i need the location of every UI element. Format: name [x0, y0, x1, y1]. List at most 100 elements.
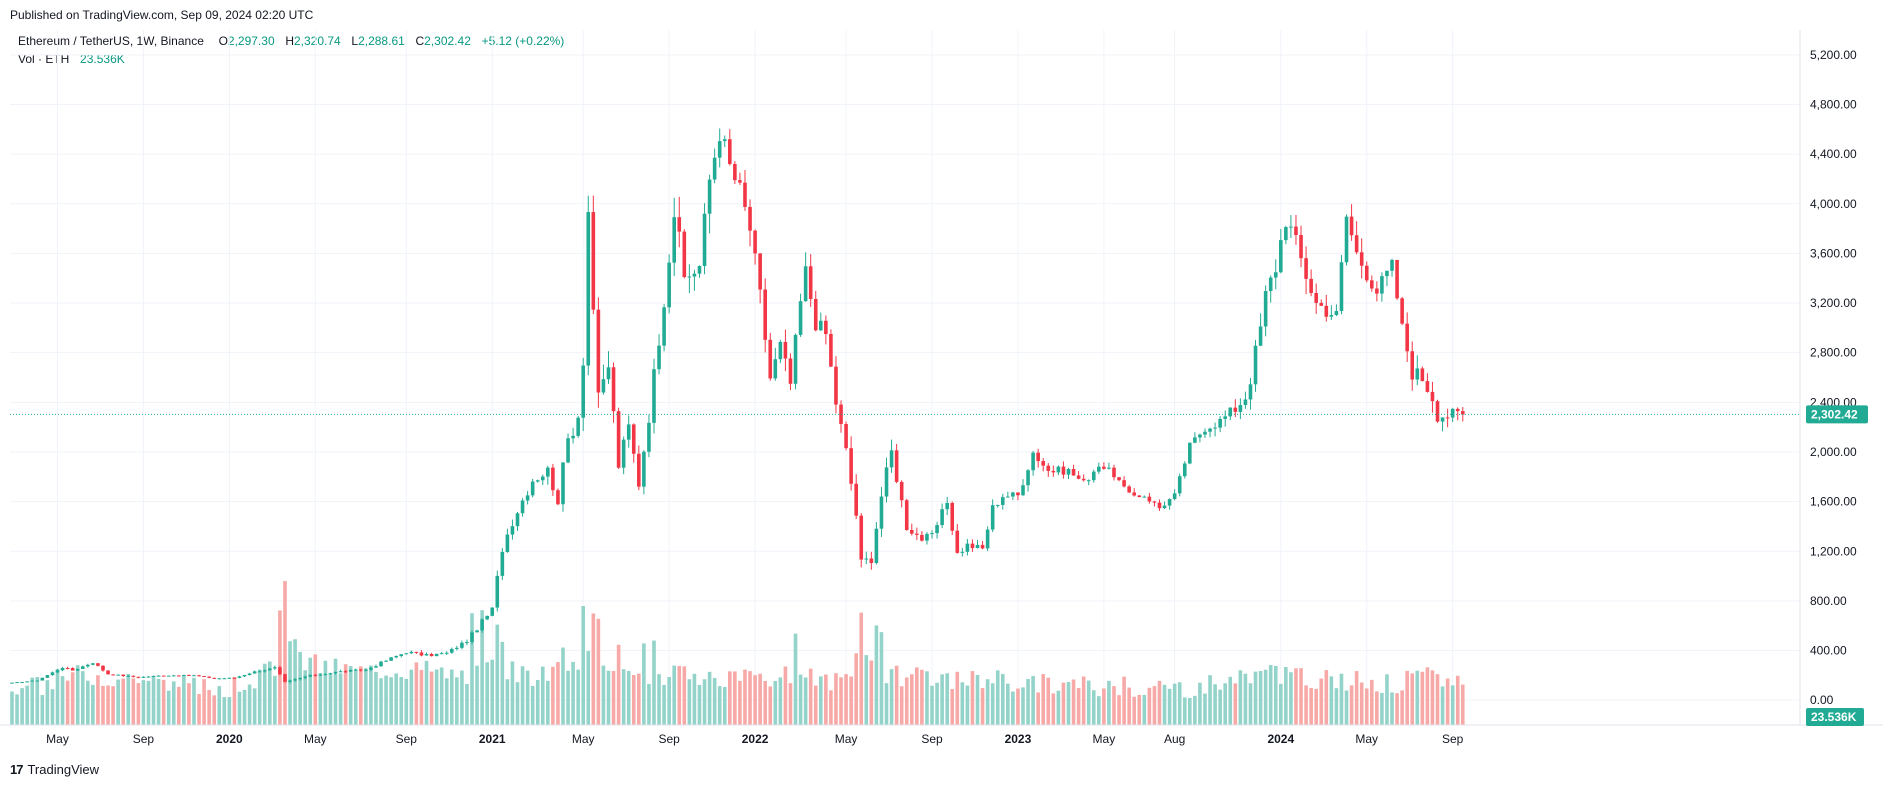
- candle-body: [1208, 428, 1212, 432]
- candle-body: [904, 500, 909, 531]
- volume-bar: [1349, 685, 1354, 725]
- candle-body: [1299, 235, 1303, 259]
- volume-bar: [884, 683, 889, 725]
- candle-body: [283, 674, 287, 682]
- volume-bar: [182, 675, 186, 725]
- candle-body: [808, 266, 813, 299]
- tradingview-brand[interactable]: 17 TradingView: [10, 762, 99, 777]
- volume-bar: [834, 673, 838, 725]
- volume-bar: [1304, 685, 1308, 725]
- candle-body: [409, 651, 414, 654]
- volume-bar: [1011, 691, 1015, 725]
- candle-body: [980, 544, 985, 549]
- volume-bar: [535, 679, 540, 725]
- candle-body: [1122, 480, 1126, 487]
- volume-bar: [121, 678, 126, 725]
- candle-body: [384, 660, 388, 662]
- candle-body: [1127, 486, 1131, 493]
- candle-body: [404, 653, 409, 655]
- candle-body: [1349, 216, 1354, 236]
- volume-bar: [242, 689, 247, 725]
- candle-body: [455, 647, 459, 649]
- volume-bar: [970, 671, 975, 725]
- candle-body: [1375, 288, 1379, 294]
- candle-body: [1000, 497, 1005, 505]
- candle-body: [1157, 502, 1162, 509]
- candle-body: [40, 677, 45, 681]
- volume-bar: [414, 662, 419, 725]
- candle-body: [1076, 475, 1081, 479]
- candle-body: [1354, 235, 1359, 253]
- volume-bar: [808, 668, 813, 725]
- candle-body: [1294, 226, 1298, 236]
- candle-body: [945, 502, 949, 510]
- volume-bar: [439, 667, 444, 725]
- price-tick-label: 800.00: [1810, 594, 1847, 608]
- volume-bar: [606, 670, 611, 725]
- candle-body: [672, 217, 677, 263]
- candle-body: [187, 674, 191, 676]
- volume-bar: [1147, 687, 1152, 725]
- price-tick-label: 2,000.00: [1810, 445, 1857, 459]
- volume-bar: [869, 660, 874, 725]
- high-value: 2,320.74: [293, 34, 341, 48]
- volume-bar: [692, 673, 697, 725]
- candle-body: [1273, 272, 1278, 278]
- volume-bar: [116, 679, 120, 725]
- volume-bar: [1435, 674, 1440, 725]
- volume-bar: [1309, 688, 1313, 725]
- candle-body: [1016, 492, 1020, 496]
- volume-bar: [1263, 669, 1268, 725]
- candle-body: [551, 467, 555, 491]
- volume-bar: [358, 666, 363, 725]
- volume-bar: [687, 679, 692, 725]
- candle-body: [353, 669, 358, 671]
- time-tick-label: May: [46, 732, 69, 746]
- volume-bar: [990, 683, 995, 725]
- candle-body: [1137, 495, 1142, 498]
- volume-bar: [313, 654, 318, 725]
- volume-bar: [404, 678, 409, 725]
- candle-body: [1102, 466, 1106, 469]
- candle-body: [940, 509, 944, 526]
- candle-body: [894, 450, 899, 482]
- time-tick-label: May: [835, 732, 858, 746]
- candle-body: [247, 673, 252, 676]
- volume-bar: [540, 666, 545, 725]
- candle-body: [803, 266, 808, 302]
- candle-body: [935, 525, 939, 534]
- volume-bar: [424, 660, 429, 725]
- candle-body: [161, 675, 166, 677]
- candle-body: [510, 526, 515, 535]
- candle-body: [1435, 401, 1440, 422]
- candle-body: [955, 530, 960, 553]
- candle-body: [626, 424, 631, 440]
- candle-body: [535, 480, 540, 482]
- volume-bar: [328, 673, 333, 725]
- volume-bar: [343, 664, 348, 725]
- volume-bar: [556, 662, 560, 725]
- volume-bar: [631, 674, 636, 725]
- candle-body: [116, 674, 120, 676]
- volume-bar: [909, 674, 914, 725]
- volume-bar: [333, 658, 338, 725]
- candle-body: [156, 675, 161, 677]
- volume-bar: [1117, 695, 1121, 725]
- volume-bar: [323, 660, 328, 725]
- candle-body: [753, 230, 757, 254]
- candle-body: [10, 682, 14, 684]
- candle-body: [1046, 465, 1051, 471]
- candle-body: [975, 544, 980, 549]
- candle-body: [171, 675, 176, 677]
- candle-body: [1314, 292, 1318, 303]
- volume-bar: [247, 684, 252, 725]
- volume-bar: [495, 624, 500, 725]
- candle-body: [788, 358, 793, 384]
- candle-body: [520, 500, 525, 514]
- candle-body: [192, 675, 196, 677]
- price-tick-label: 400.00: [1810, 644, 1847, 658]
- volume-bar: [151, 676, 156, 725]
- volume-bar: [566, 670, 570, 725]
- candle-body: [1415, 368, 1420, 380]
